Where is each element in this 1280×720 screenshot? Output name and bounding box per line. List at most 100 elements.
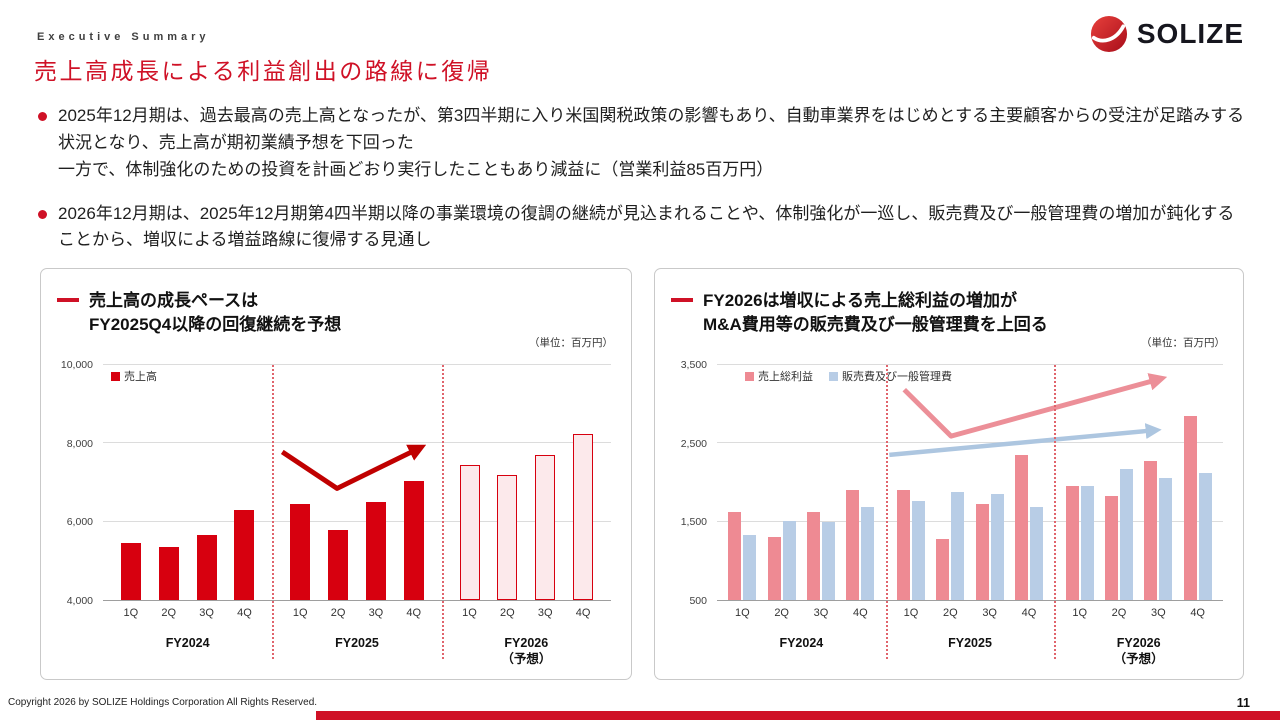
sales-bar-FY2025-3Q <box>365 502 386 600</box>
sga-bar-FY2026-3Q <box>1159 477 1173 600</box>
card-head: 売上高の成長ペースは FY2025Q4以降の回復継続を予想 <box>57 289 341 337</box>
gross_profit-bar-FY2024-4Q <box>846 490 860 600</box>
bar-slot <box>290 365 311 600</box>
y-tick-label: 3,500 <box>680 359 707 371</box>
sales-bar-FY2026-1Q <box>459 464 480 600</box>
fiscal-year-label: FY2025 <box>335 636 379 650</box>
sga-bar-FY2024-2Q <box>782 520 796 600</box>
sga-bar-FY2025-2Q <box>951 491 965 600</box>
sga-bar-FY2025-4Q <box>1029 506 1043 600</box>
legend-swatch <box>745 371 754 381</box>
y-tick-label: 2,500 <box>680 437 707 450</box>
bar-slot <box>975 365 1004 600</box>
y-tick-label: 4,000 <box>66 595 93 607</box>
x-tick-label: 4Q <box>575 607 591 619</box>
bar-slot <box>120 365 141 600</box>
bar-slot <box>897 365 925 600</box>
y-tick-label: 10,000 <box>60 359 93 371</box>
profit-bar-chart: 500 1,500 2,500 3,500 売上総利益 販売費及び一般管理費 1Q 2Q 3… <box>669 357 1229 667</box>
legend-item-gross_profit: 売上総利益 <box>745 368 813 384</box>
x-tick-label: 4Q <box>1190 607 1205 619</box>
x-tick-label: 1Q <box>462 607 477 619</box>
sales-bar-FY2026-3Q <box>535 455 556 600</box>
x-tick-label: 3Q <box>1150 607 1166 619</box>
gross_profit-bar-FY2025-3Q <box>975 504 989 600</box>
bar-group-FY2026 <box>1054 365 1223 600</box>
x-axis-labels: 1Q 2Q 3Q 4Q 1Q 2Q 3Q 4Q 1Q 2Q 3Q 4Q <box>717 607 1223 625</box>
bar-slot <box>365 365 386 600</box>
bar-slot <box>728 365 757 600</box>
gross_profit-bar-FY2024-2Q <box>767 537 781 600</box>
sales-bar-FY2025-2Q <box>328 529 349 600</box>
fiscal-year-label: FY2024 <box>779 636 824 650</box>
bar-group-FY2025 <box>886 365 1055 600</box>
legend-swatch <box>111 371 120 381</box>
y-tick-label: 8,000 <box>66 437 93 450</box>
bullet-text-2: 2026年12月期は、2025年12月期第4四半期以降の事業環境の復調の継続が見… <box>58 203 1235 250</box>
sga-bar-FY2025-1Q <box>912 501 925 600</box>
x-tick-label: 4Q <box>237 607 252 619</box>
sga-bar-FY2026-1Q <box>1080 486 1094 600</box>
y-tick-label: 6,000 <box>66 516 93 529</box>
title-dash <box>57 298 79 302</box>
section-eyebrow: Executive Summary <box>37 31 210 43</box>
fiscal-year-labels: FY2024 FY2025 FY2026 （予想） <box>717 631 1223 667</box>
legend-label: 販売費及び一般管理費 <box>842 371 952 383</box>
bar-slot <box>573 365 594 600</box>
x-tick-label: 1Q <box>1072 607 1088 619</box>
bar-slot <box>767 365 796 600</box>
gross_profit-bar-FY2024-1Q <box>728 512 742 600</box>
bar-slot <box>1065 365 1094 600</box>
sga-bar-FY2024-1Q <box>743 534 757 600</box>
bar-slot <box>936 365 965 600</box>
plot-area: 売上総利益 販売費及び一般管理費 <box>717 364 1223 601</box>
gridline <box>103 364 611 365</box>
sales-bar-FY2026-4Q <box>573 433 594 600</box>
sga-bar-FY2024-4Q <box>861 506 875 600</box>
bar-slot <box>1144 365 1173 600</box>
x-tick-label: 3Q <box>199 607 214 619</box>
bullet-item-2: 2026年12月期は、2025年12月期第4四半期以降の事業環境の復調の継続が見… <box>38 201 1248 255</box>
gridline <box>717 520 1223 522</box>
bullet-dot <box>38 112 47 121</box>
bar-slot <box>1014 365 1043 600</box>
bar-group-FY2026 <box>442 365 611 600</box>
legend-label: 売上高 <box>124 371 157 383</box>
page-title: 売上高成長による利益創出の路線に復帰 <box>34 58 493 84</box>
xlabel-group: 1Q 2Q 3Q 4Q <box>442 607 611 625</box>
legend-swatch <box>829 371 838 381</box>
copyright-text: Copyright 2026 by SOLIZE Holdings Corpor… <box>8 697 318 708</box>
bar-slot <box>535 365 556 600</box>
bar-group-FY2025 <box>272 365 441 600</box>
x-tick-label: 1Q <box>734 607 750 619</box>
title-dash <box>671 298 693 302</box>
sales-bar-FY2024-1Q <box>120 543 141 600</box>
bottom-red-bar <box>316 711 1280 720</box>
bars <box>103 365 611 600</box>
x-tick-label: 1Q <box>903 607 919 619</box>
gridline <box>103 520 611 522</box>
card-head: FY2026は増収による売上総利益の増加が M&A費用等の販売費及び一般管理費を… <box>671 289 1048 337</box>
x-tick-label: 3Q <box>813 607 829 619</box>
title-line-1: FY2026は増収による売上総利益の増加が <box>703 291 1018 310</box>
unit-label: （単位：百万円） <box>1141 337 1225 349</box>
y-tick-label: 500 <box>689 595 707 607</box>
logo-text: SOLIZE <box>1136 18 1244 49</box>
title-line-2: M&A費用等の販売費及び一般管理費を上回る <box>703 314 1048 334</box>
bar-slot <box>806 365 835 600</box>
solize-logo: SOLIZE <box>1090 15 1244 53</box>
legend: 売上高 <box>111 368 157 384</box>
x-tick-label: 4Q <box>406 607 422 619</box>
bar-slot <box>328 365 349 600</box>
x-tick-label: 2Q <box>942 607 958 619</box>
sales-chart-title: 売上高の成長ペースは FY2025Q4以降の回復継続を予想 <box>89 289 341 337</box>
sales-chart-card: 売上高の成長ペースは FY2025Q4以降の回復継続を予想 （単位：百万円） 4… <box>40 268 632 680</box>
solize-logo-icon <box>1090 15 1127 53</box>
bullet-item-1: 2025年12月期は、過去最高の売上高となったが、第3四半期に入り米国関税政策の… <box>38 103 1248 184</box>
bar-slot <box>403 365 424 600</box>
y-tick-label: 1,500 <box>680 516 707 529</box>
gross_profit-bar-FY2026-3Q <box>1144 461 1158 600</box>
bar-slot <box>196 365 217 600</box>
fiscal-year-label: FY2026 （予想） <box>1113 636 1164 666</box>
plot-area: 売上高 <box>103 364 611 601</box>
